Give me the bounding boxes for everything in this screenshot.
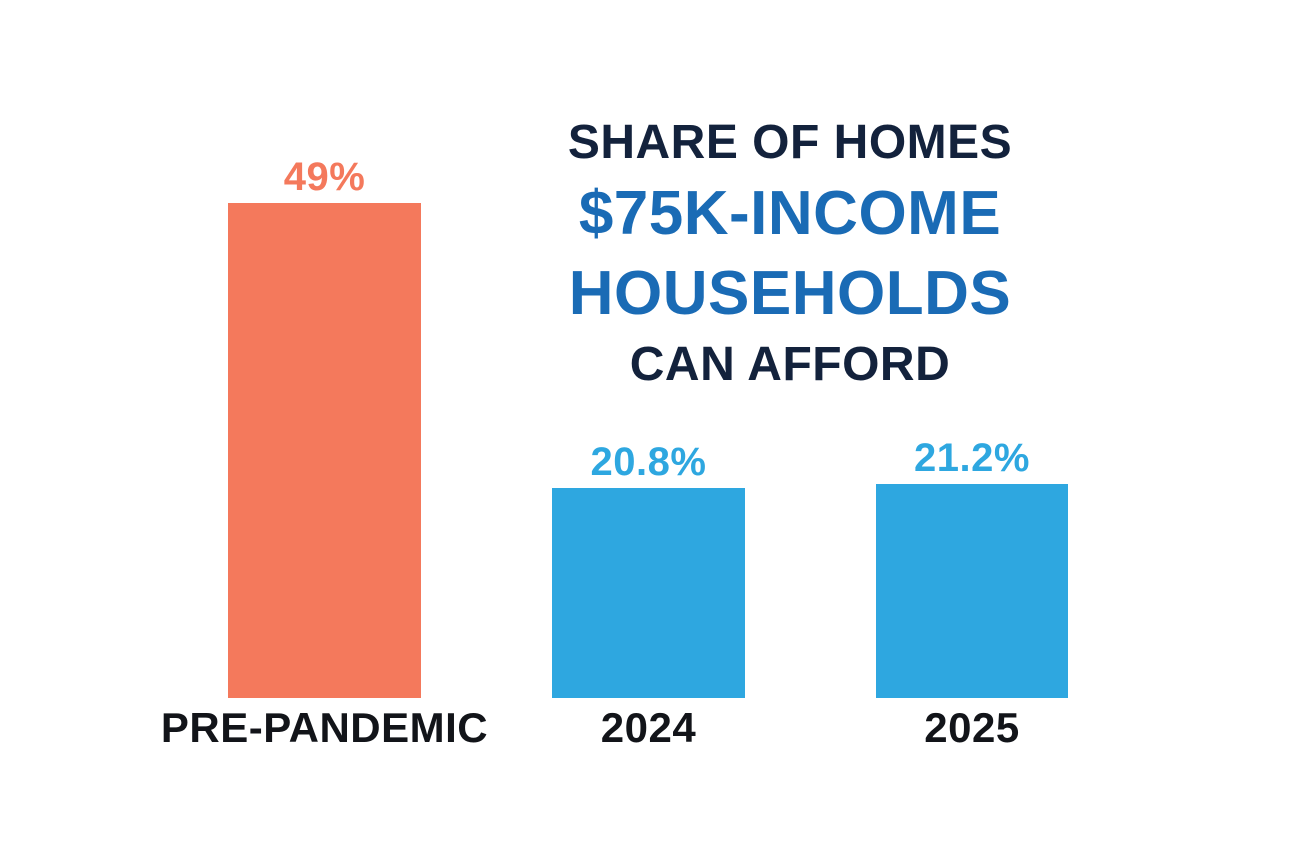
bar-category-label: 2025	[924, 704, 1020, 751]
bar-category-label: 2024	[600, 704, 697, 751]
bar	[228, 203, 421, 698]
chart-title-line-1: SHARE OF HOMES	[567, 116, 1013, 169]
bar-category-label: PRE-PANDEMIC	[160, 704, 489, 751]
bar-value-label: 21.2%	[914, 436, 1030, 480]
bar-value-label: 49%	[283, 155, 366, 199]
bar	[876, 484, 1068, 698]
chart-title-line-3: HOUSEHOLDS	[568, 259, 1012, 328]
bar	[552, 488, 745, 698]
chart-title-line-2: $75K-INCOME	[578, 179, 1002, 248]
chart-title: SHARE OF HOMES $75K-INCOME HOUSEHOLDS CA…	[510, 112, 1070, 396]
chart-title-line-4: CAN AFFORD	[629, 338, 951, 391]
bar-value-label: 20.8%	[590, 440, 707, 484]
